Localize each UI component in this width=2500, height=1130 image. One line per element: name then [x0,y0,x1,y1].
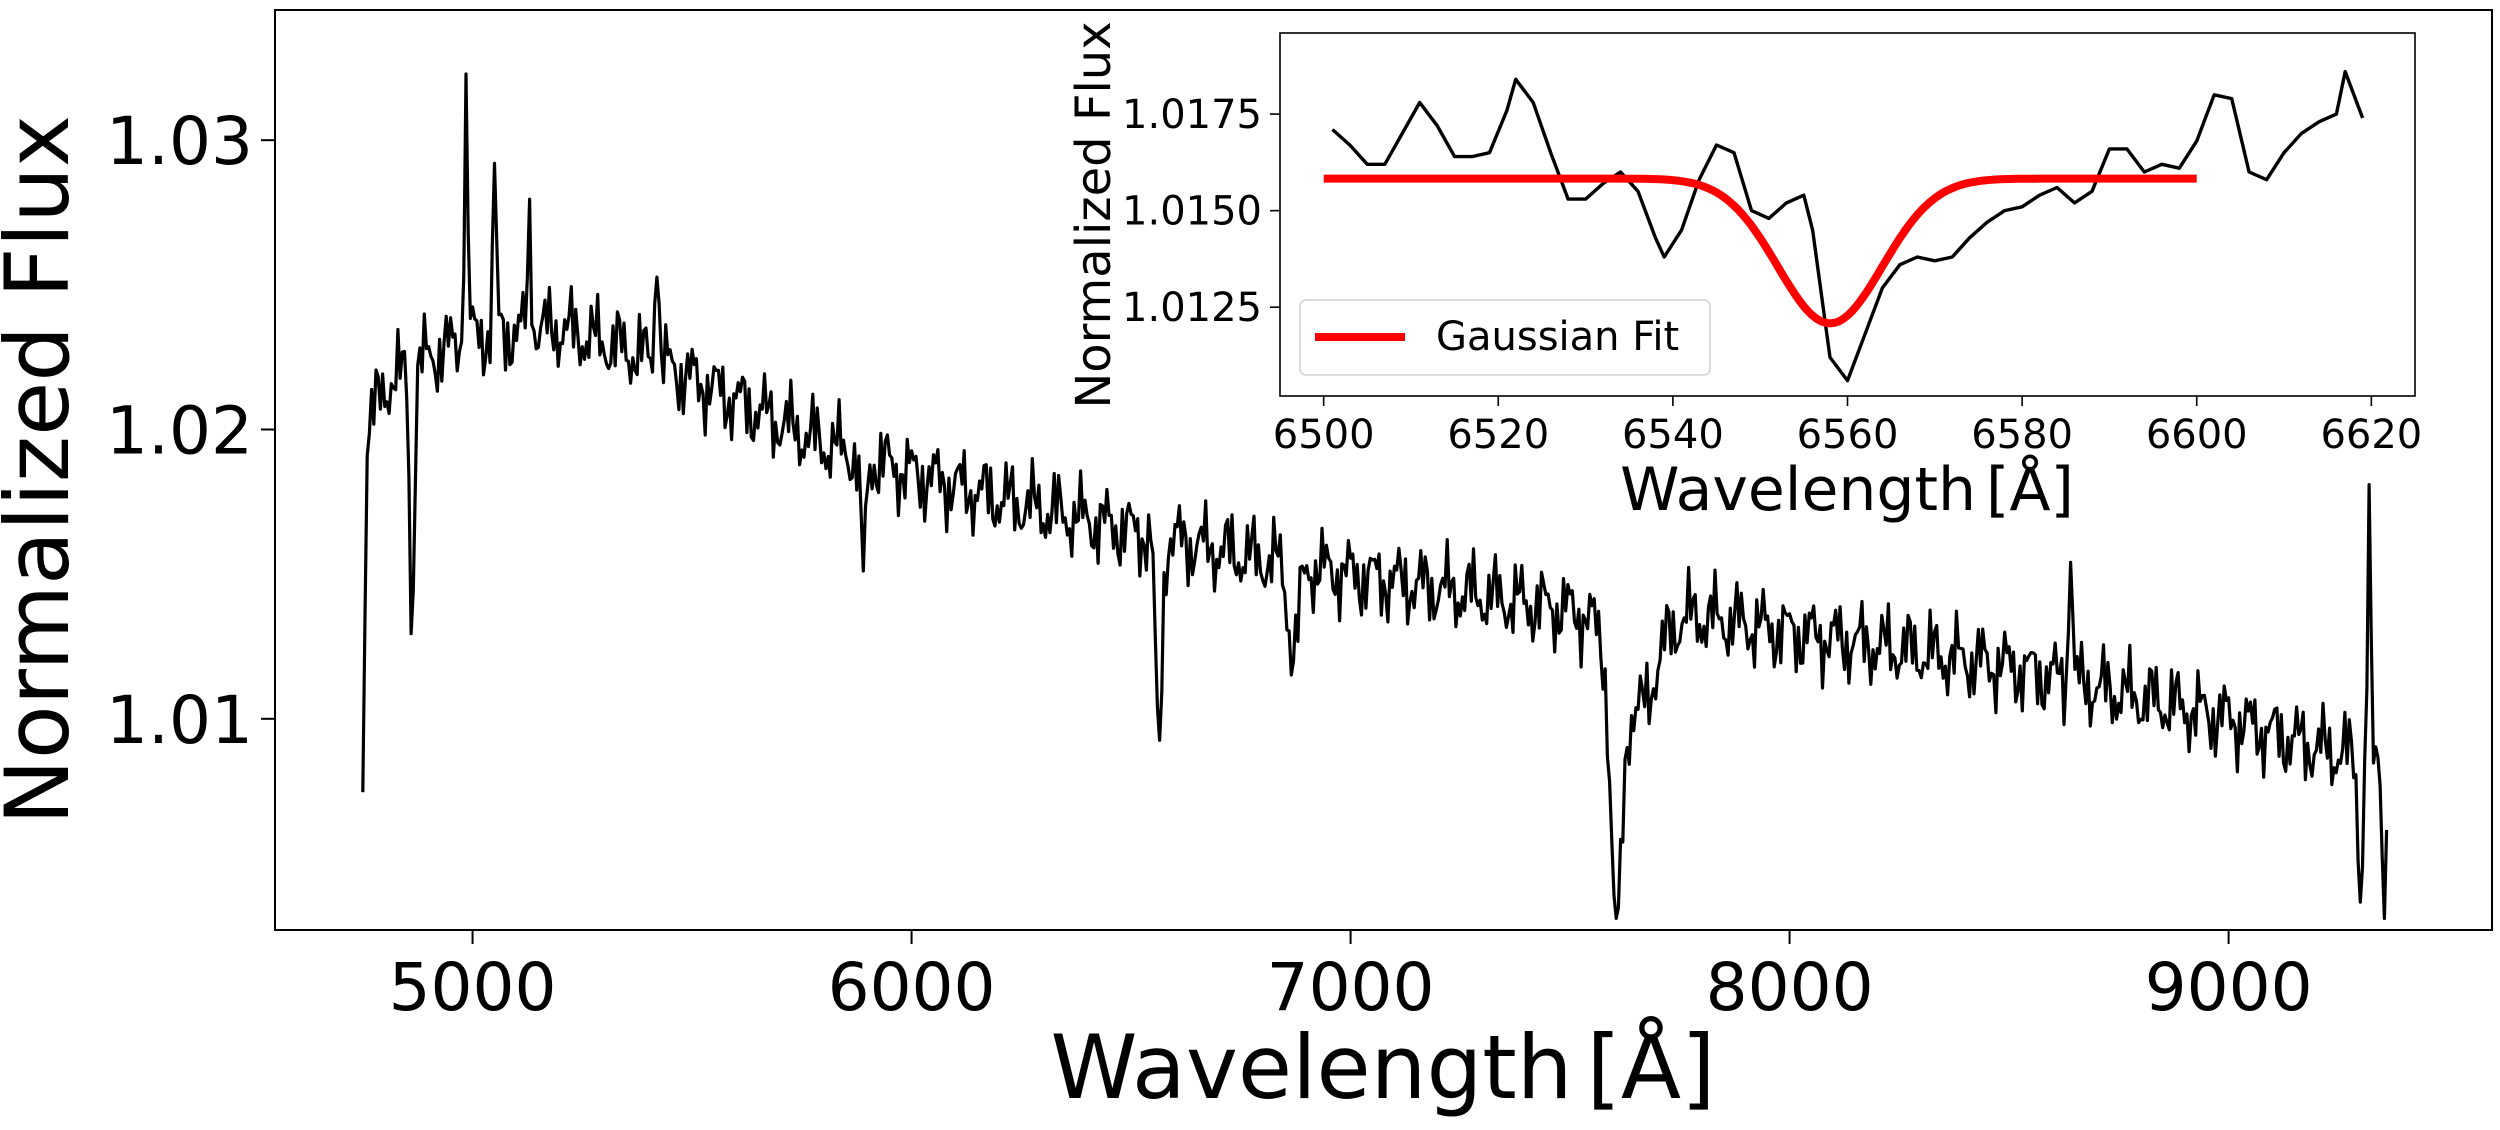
main-y-tick-label: 1.03 [106,103,253,180]
legend-box [1299,299,1711,376]
main-x-tick-label: 9000 [2145,949,2313,1026]
inset-x-tick-label: 6560 [1797,412,1899,458]
inset-legend: Gaussian Fit [1299,299,1711,376]
inset-y-tick-label: 1.0125 [1122,285,1262,331]
inset-y-tick-label: 1.0175 [1122,92,1262,138]
main-y-axis-title: Normalized Flux [0,115,89,825]
inset-x-tick-label: 6620 [2320,412,2422,458]
main-x-tick-label: 5000 [389,949,557,1026]
main-x-axis-title: Wavelength [Å] [1051,1016,1716,1119]
inset-x-tick-label: 6600 [2146,412,2248,458]
inset-x-tick-label: 6580 [1971,412,2073,458]
inset-y-axis-title: Normalized Flux [1066,21,1122,408]
main-x-tick-label: 6000 [828,949,996,1026]
main-y-ticks: 1.01 1.02 1.03 [106,103,275,759]
legend-label-gaussian-fit: Gaussian Fit [1436,314,1679,360]
inset-x-tick-label: 6500 [1273,412,1375,458]
inset-x-axis-title: Wavelength [Å] [1620,454,2074,525]
main-y-tick-label: 1.02 [106,392,253,469]
gaussian-fit-line [1323,174,2197,328]
inset-x-ticks: 6500 6520 6540 6560 6580 6600 6620 [1273,396,2422,458]
main-x-ticks: 5000 6000 7000 8000 9000 [389,930,2313,1026]
main-x-tick-label: 7000 [1267,949,1435,1026]
main-spectrum-line [361,72,2389,921]
inset-x-tick-label: 6520 [1447,412,1549,458]
inset-y-tick-label: 1.0150 [1122,189,1262,235]
inset-y-ticks: 1.0125 1.0150 1.0175 [1122,92,1280,331]
inset-x-tick-label: 6540 [1622,412,1724,458]
main-y-tick-label: 1.01 [106,682,253,759]
inset-spectrum-line [1331,69,2365,383]
inset-plot: 6500 6520 6540 6560 6580 6600 6620 1.0125 1.015… [1066,21,2422,525]
main-x-tick-label: 8000 [1706,949,1874,1026]
